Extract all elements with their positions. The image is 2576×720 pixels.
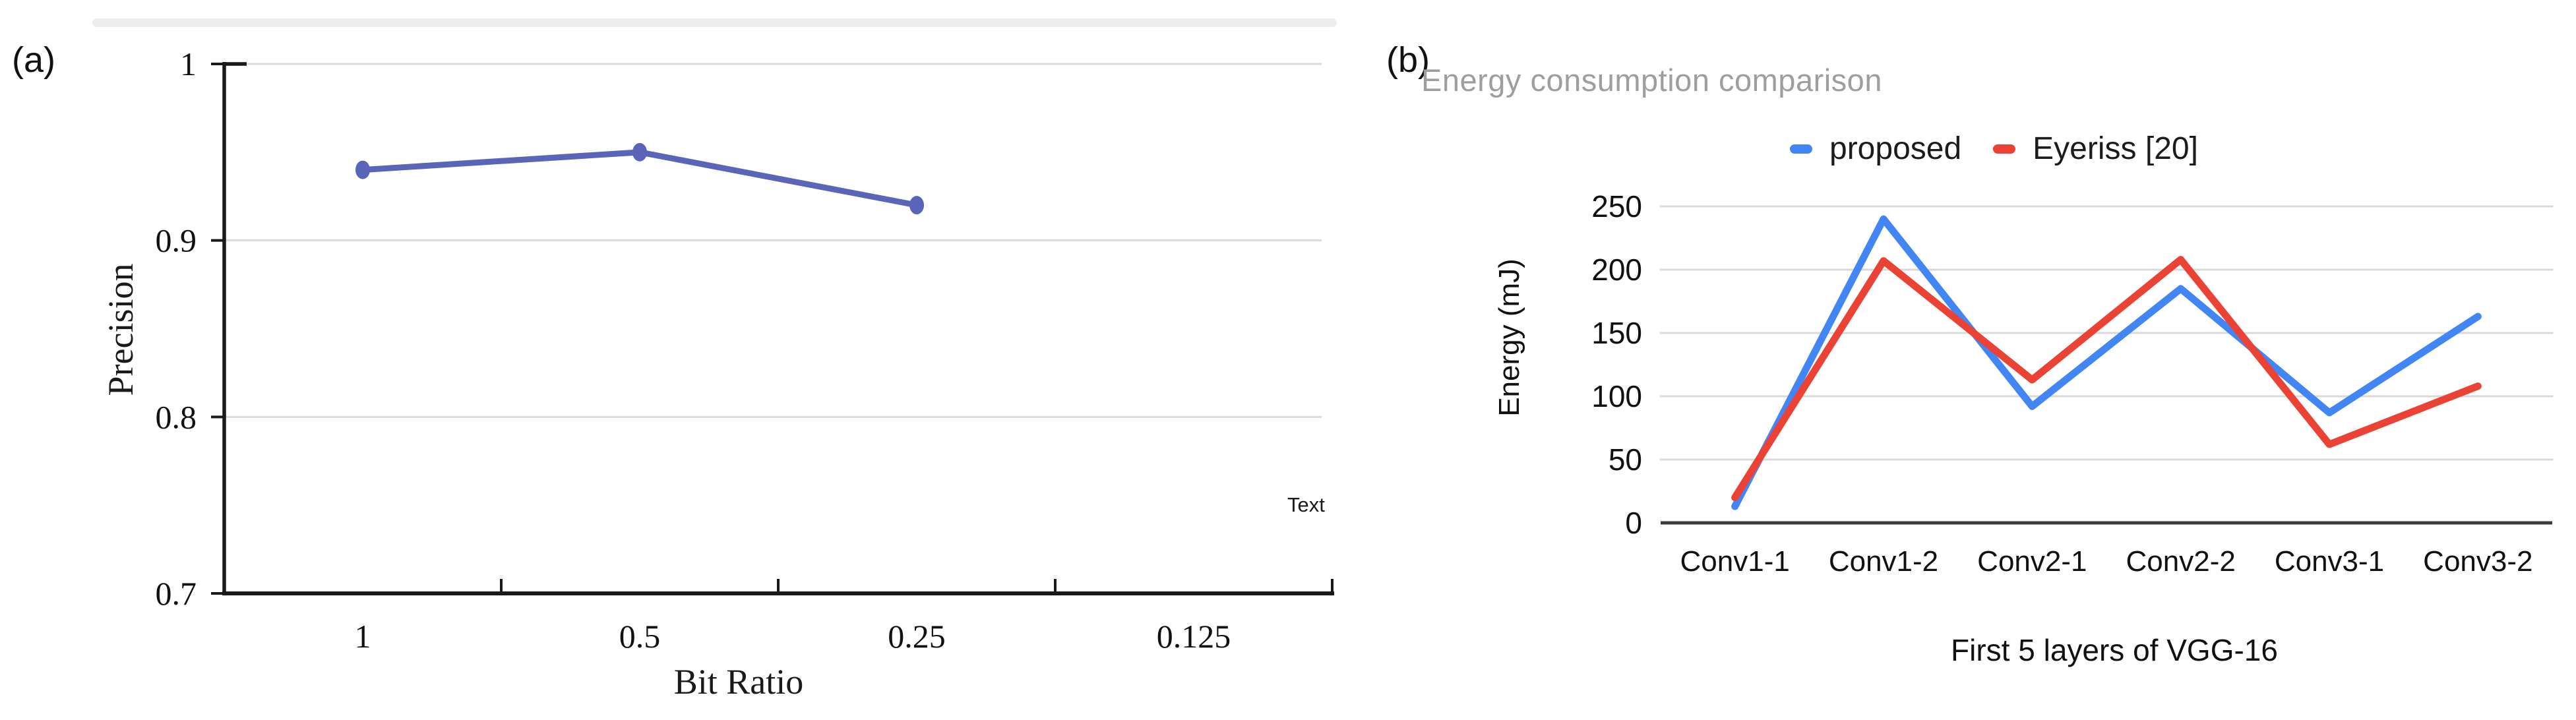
top-edge-strip xyxy=(92,18,1337,27)
chart-b-ytick-label: 250 xyxy=(1591,189,1642,224)
chart-a-x-axis-title: Bit Ratio xyxy=(673,662,804,702)
chart-b-xtick-label: Conv1-2 xyxy=(1829,545,1938,578)
chart-a-data-point xyxy=(632,142,647,162)
chart-a-xtick-label: 0.125 xyxy=(1157,618,1231,655)
chart-b-xtick-label: Conv2-2 xyxy=(2126,545,2236,578)
chart-a-ytick-label: 1 xyxy=(180,45,197,82)
chart-b-ytick-label: 0 xyxy=(1625,506,1642,540)
chart-a-ytick-label: 0.8 xyxy=(156,398,197,435)
legend-item-eyeriss: Eyeriss [20] xyxy=(1993,131,2198,167)
legend-swatch-eyeriss xyxy=(1993,144,2016,154)
chart-b-xtick-label: Conv3-2 xyxy=(2423,545,2532,578)
chart-b-xtick-label: Conv2-1 xyxy=(1977,545,2087,578)
chart-b-ytick-label: 100 xyxy=(1591,379,1642,413)
chart-b-ytick-label: 50 xyxy=(1609,442,1642,477)
chart-b-title: Energy consumption comparison xyxy=(1421,63,1882,98)
panel-b-tag: (b) xyxy=(1386,40,1430,80)
chart-b-ytick-label: 150 xyxy=(1591,316,1642,350)
chart-b-x-axis-title: First 5 layers of VGG-16 xyxy=(1951,633,2278,667)
legend-label-eyeriss: Eyeriss [20] xyxy=(2033,131,2198,166)
legend-label-proposed: proposed xyxy=(1829,131,1962,166)
chart-a-data-point xyxy=(355,160,370,179)
chart-a-text-annotation: Text xyxy=(1287,493,1325,516)
chart-a-xtick-label: 0.5 xyxy=(619,618,661,655)
legend-swatch-proposed xyxy=(1790,144,1812,154)
chart-b-legend: proposed Eyeriss [20] xyxy=(1790,131,2198,167)
chart-b-series-line-proposed xyxy=(1731,215,2482,510)
chart-a-ytick-label: 0.7 xyxy=(156,575,197,612)
chart-a-ytick-label: 0.9 xyxy=(156,222,197,259)
panel-a-tag: (a) xyxy=(12,40,55,80)
chart-b-series-line-eyeriss-20- xyxy=(1731,256,2482,502)
chart-a-xtick-label: 0.25 xyxy=(888,618,946,655)
chart-b-xtick-label: Conv1-1 xyxy=(1680,545,1790,578)
chart-b-ytick-label: 200 xyxy=(1591,253,1642,287)
legend-item-proposed: proposed xyxy=(1790,131,1961,167)
chart-a-xtick-label: 1 xyxy=(355,618,371,655)
chart-a-data-point xyxy=(909,196,924,215)
chart-b-xtick-label: Conv3-1 xyxy=(2275,545,2384,578)
